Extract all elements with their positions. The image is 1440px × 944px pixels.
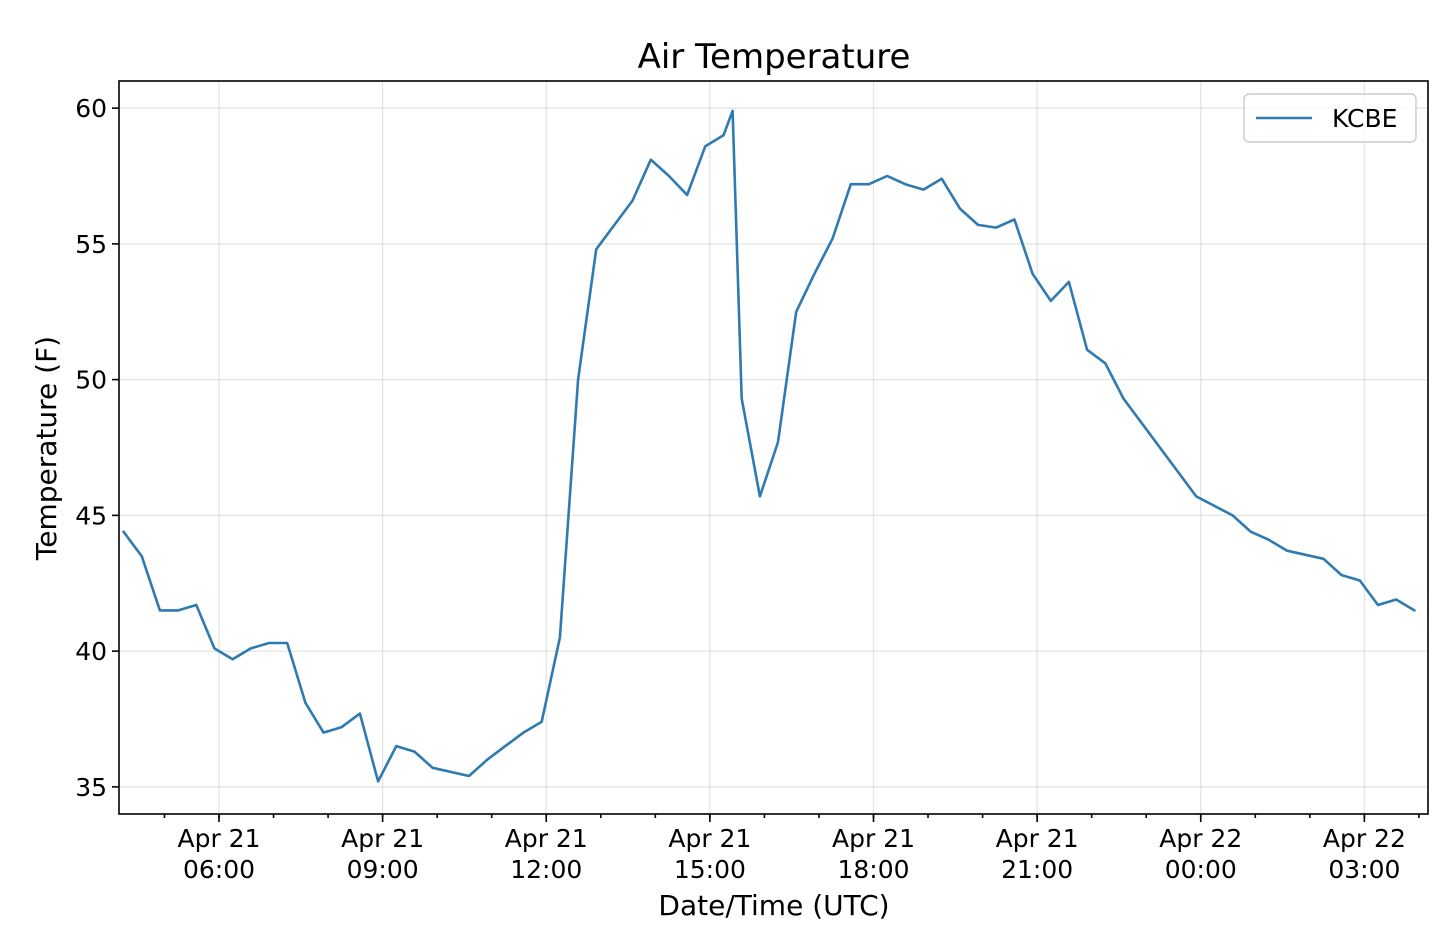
legend-label-kcbe: KCBE [1332,104,1397,133]
y-axis-label: Temperature (F) [30,336,63,561]
x-tick-label-date: Apr 21 [505,824,588,853]
plot-area-frame [118,80,1429,815]
grid-lines [119,81,1428,814]
y-axis-ticks: 35 40 45 50 55 60 [75,94,119,802]
x-tick-label-time: 21:00 [1001,855,1073,884]
series-line-kcbe [122,109,1416,783]
x-tick-label-time: 00:00 [1165,855,1237,884]
y-tick-label: 45 [75,501,107,530]
legend-box [1243,93,1417,143]
series-lines [122,109,1416,783]
x-tick-label-date: Apr 21 [832,824,915,853]
y-tick-label: 60 [75,94,107,123]
x-tick-label-date: Apr 22 [1323,824,1406,853]
x-tick-label-time: 03:00 [1328,855,1400,884]
y-tick-label: 35 [75,773,107,802]
chart-title: Air Temperature [638,37,911,77]
x-tick-label-date: Apr 21 [177,824,260,853]
x-tick-label-time: 12:00 [510,855,582,884]
legend: KCBE [1243,93,1417,143]
y-tick-label: 50 [75,366,107,395]
x-tick-label-time: 06:00 [183,855,255,884]
y-tick-label: 40 [75,637,107,666]
y-tick-label: 55 [75,230,107,259]
x-tick-label-date: Apr 21 [668,824,751,853]
x-tick-label-date: Apr 22 [1159,824,1242,853]
x-tick-label-time: 18:00 [837,855,909,884]
x-tick-label-time: 09:00 [347,855,419,884]
x-axis-label: Date/Time (UTC) [658,889,889,922]
x-tick-label-time: 15:00 [674,855,746,884]
x-tick-label-date: Apr 21 [996,824,1079,853]
x-tick-label-date: Apr 21 [341,824,424,853]
